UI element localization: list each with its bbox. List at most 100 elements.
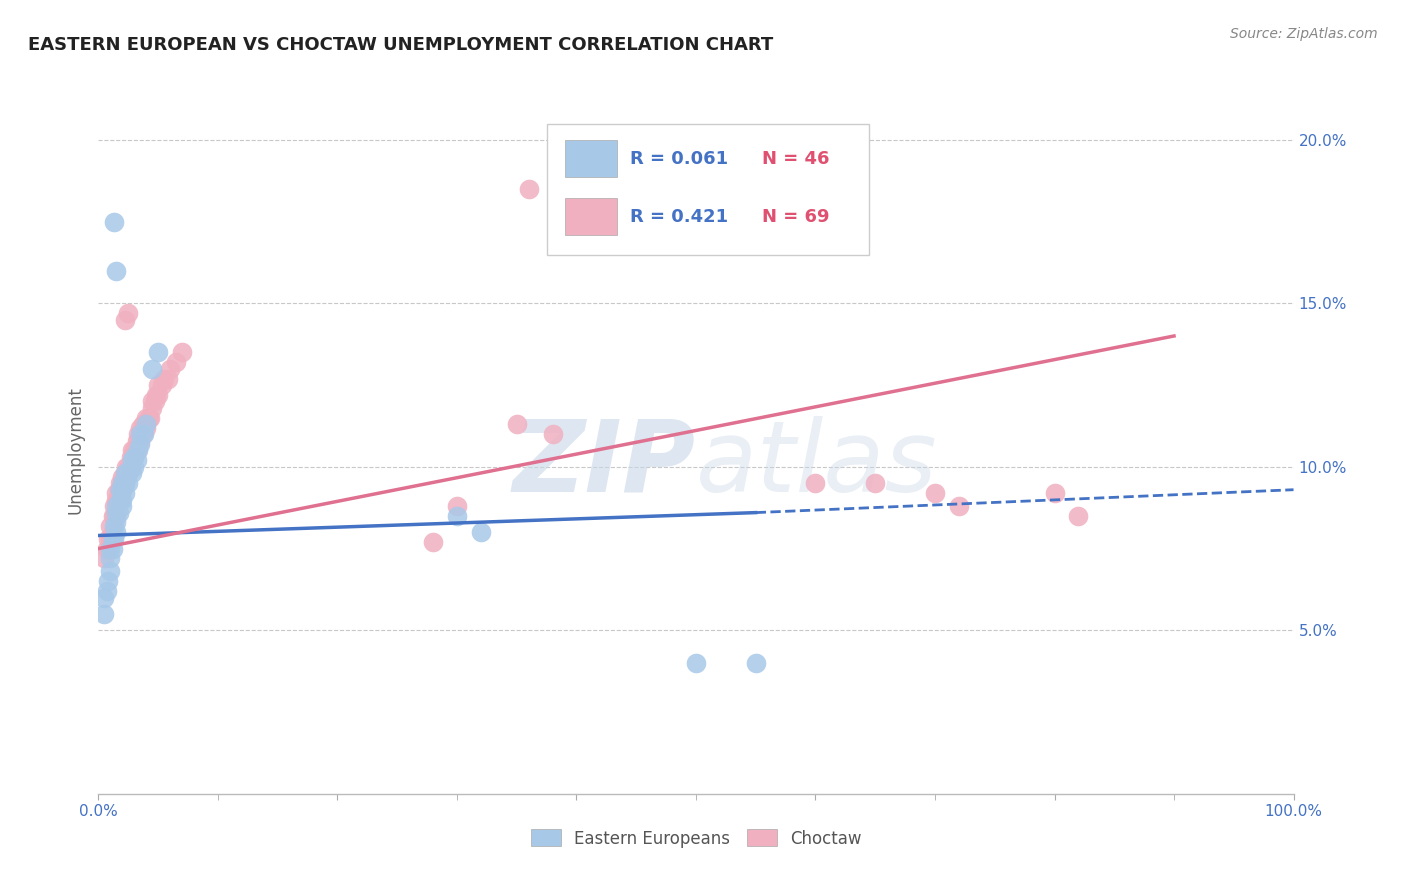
- Point: [98, 541, 122, 556]
- Point: [108, 492, 131, 507]
- Point: [148, 345, 170, 359]
- Point: [948, 499, 970, 513]
- Point: [98, 565, 122, 579]
- Point: [141, 394, 163, 409]
- Point: [127, 427, 149, 442]
- FancyBboxPatch shape: [565, 198, 617, 235]
- Point: [101, 508, 124, 523]
- Y-axis label: Unemployment: Unemployment: [66, 386, 84, 515]
- Point: [125, 434, 148, 448]
- Point: [685, 656, 707, 670]
- Point: [107, 506, 129, 520]
- Point: [108, 483, 131, 497]
- Point: [153, 371, 176, 385]
- Point: [114, 486, 136, 500]
- Point: [541, 427, 564, 442]
- Point: [105, 499, 128, 513]
- Point: [117, 467, 139, 481]
- Point: [105, 506, 128, 520]
- Point: [143, 394, 166, 409]
- Point: [111, 483, 134, 497]
- Text: N = 69: N = 69: [762, 208, 830, 226]
- Point: [114, 312, 136, 326]
- Point: [105, 263, 128, 277]
- Point: [127, 434, 149, 448]
- Point: [129, 437, 152, 451]
- Point: [96, 584, 118, 599]
- Point: [125, 453, 148, 467]
- Point: [105, 492, 128, 507]
- Point: [156, 371, 179, 385]
- Point: [105, 486, 128, 500]
- Point: [446, 508, 468, 523]
- Point: [141, 401, 163, 415]
- Point: [138, 410, 160, 425]
- Point: [111, 483, 134, 497]
- Point: [127, 443, 149, 458]
- Point: [121, 453, 143, 467]
- Point: [129, 420, 152, 434]
- Point: [804, 476, 827, 491]
- Point: [124, 443, 146, 458]
- Point: [103, 214, 125, 228]
- Point: [105, 508, 128, 523]
- Point: [135, 420, 157, 434]
- Point: [111, 476, 134, 491]
- Point: [97, 574, 120, 589]
- Point: [422, 535, 444, 549]
- Point: [745, 656, 768, 670]
- Point: [93, 551, 115, 566]
- Point: [103, 532, 125, 546]
- Point: [115, 459, 138, 474]
- Point: [865, 476, 887, 491]
- Point: [125, 443, 148, 458]
- Point: [132, 427, 155, 442]
- Point: [121, 467, 143, 481]
- Point: [107, 492, 129, 507]
- Point: [120, 450, 142, 464]
- Point: [101, 541, 124, 556]
- Point: [135, 417, 157, 432]
- FancyBboxPatch shape: [547, 124, 869, 255]
- Point: [98, 532, 122, 546]
- Point: [98, 551, 122, 566]
- Point: [506, 417, 529, 432]
- Point: [139, 410, 162, 425]
- Point: [101, 532, 124, 546]
- Point: [141, 361, 163, 376]
- Point: [114, 467, 136, 481]
- Point: [172, 345, 194, 359]
- Text: ZIP: ZIP: [513, 416, 696, 513]
- Point: [685, 231, 707, 245]
- Text: Source: ZipAtlas.com: Source: ZipAtlas.com: [1230, 27, 1378, 41]
- Text: R = 0.061: R = 0.061: [630, 150, 728, 168]
- Point: [150, 378, 173, 392]
- Point: [111, 469, 134, 483]
- Point: [117, 467, 139, 481]
- Point: [98, 518, 122, 533]
- Point: [107, 483, 129, 497]
- Point: [1067, 508, 1090, 523]
- Point: [131, 417, 153, 432]
- Point: [1043, 486, 1066, 500]
- Point: [148, 378, 170, 392]
- Point: [129, 427, 152, 442]
- Legend: Eastern Europeans, Choctaw: Eastern Europeans, Choctaw: [524, 822, 868, 855]
- Point: [103, 499, 125, 513]
- Point: [108, 476, 131, 491]
- Point: [121, 453, 143, 467]
- Point: [103, 508, 125, 523]
- Point: [517, 182, 540, 196]
- Point: [124, 450, 146, 464]
- Point: [93, 591, 115, 605]
- Point: [470, 525, 492, 540]
- Point: [108, 492, 131, 507]
- Text: R = 0.421: R = 0.421: [630, 208, 728, 226]
- Point: [145, 388, 167, 402]
- Point: [117, 459, 139, 474]
- Point: [114, 476, 136, 491]
- Point: [93, 607, 115, 621]
- Point: [114, 467, 136, 481]
- Point: [105, 525, 128, 540]
- Point: [148, 388, 170, 402]
